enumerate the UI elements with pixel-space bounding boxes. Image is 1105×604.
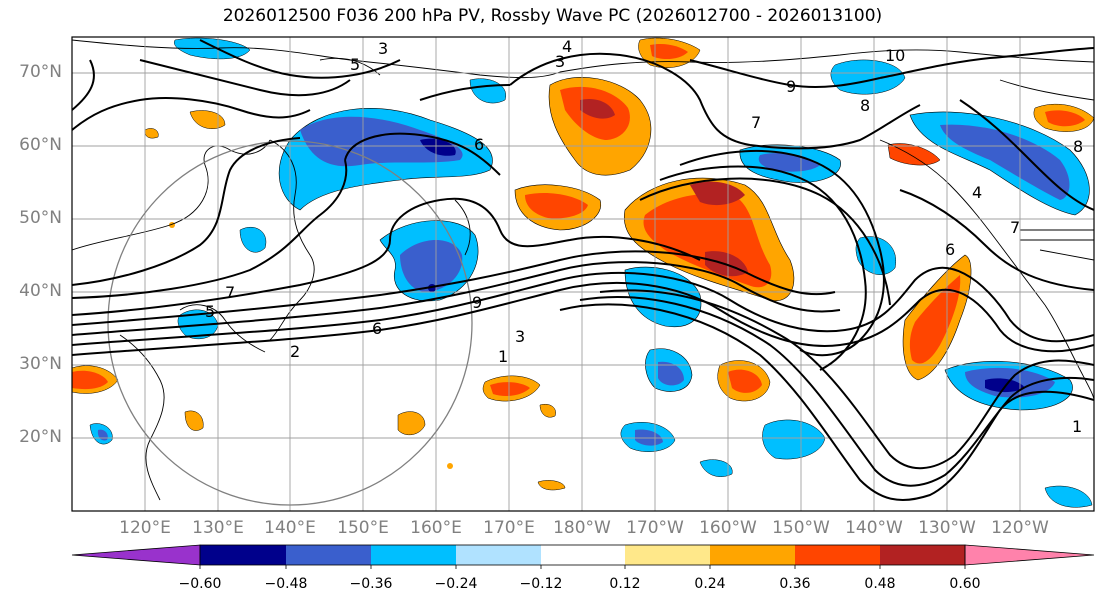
lat-label-50n: 50°N (19, 208, 62, 228)
colorbar-tick-label: 0.60 (949, 576, 981, 592)
lon-label-120w: 120°W (991, 518, 1049, 538)
lon-label-160w: 160°W (699, 518, 757, 538)
map-title: 2026012500 F036 200 hPa PV, Rossby Wave … (222, 6, 883, 26)
contour-label: 9 (786, 77, 796, 96)
colorbar-swatch-1 (200, 545, 286, 565)
contour-label: 3 (555, 52, 565, 71)
lon-label-140w: 140°W (845, 518, 903, 538)
colorbar-swatch-5 (541, 545, 625, 565)
contour-label: 6 (372, 319, 382, 338)
colorbar-swatch-7 (710, 545, 795, 565)
lat-label-70n: 70°N (19, 62, 62, 82)
lon-label-130e: 130°E (192, 518, 244, 538)
contour-label: 1 (1072, 417, 1082, 436)
contour-label: 5 (205, 302, 215, 321)
pv-blob-170w (624, 266, 702, 328)
colorbar-swatch-8 (795, 545, 880, 565)
contour-label: 7 (225, 283, 235, 302)
coastlines (72, 39, 1094, 501)
contour-label: 4 (972, 183, 982, 202)
lat-label-60n: 60°N (19, 135, 62, 155)
contour-label: 2 (290, 342, 300, 361)
contour-label: 8 (1073, 137, 1083, 156)
lon-label-130w: 130°W (918, 518, 976, 538)
contour-label: 6 (945, 240, 955, 259)
colorbar-swatch-9 (880, 545, 965, 565)
contour-label: 3 (515, 327, 525, 346)
pv-negative-anomalies (89, 37, 1093, 508)
lon-label-150w: 150°W (772, 518, 830, 538)
contour-label: 4 (562, 37, 572, 56)
colorbar-swatch-10 (964, 544, 1095, 566)
colorbar-tick-label: 0.12 (609, 576, 641, 592)
contour-label: 5 (350, 55, 360, 74)
pv-contours (72, 39, 1094, 501)
lon-label-170e: 170°E (483, 518, 535, 538)
contour-label: 6 (474, 135, 484, 154)
contour-label: 1 (498, 347, 508, 366)
colorbar-swatch-6 (625, 545, 710, 565)
lat-label-40n: 40°N (19, 281, 62, 301)
lat-label-20n: 20°N (19, 427, 62, 447)
colorbar-swatch-3 (371, 545, 456, 565)
colorbar-tick-label: 0.36 (779, 576, 811, 592)
colorbar-tick-label: −0.60 (178, 576, 222, 592)
contour-label: 7 (1010, 218, 1020, 237)
plot-frame (71, 36, 1095, 512)
colorbar-tick-label: −0.48 (264, 576, 308, 592)
colorbar-tick-label: 0.24 (694, 576, 726, 592)
lon-label-140e: 140°E (264, 518, 316, 538)
colorbar-tick-label: −0.12 (519, 576, 563, 592)
lon-label-150e: 150°E (337, 518, 389, 538)
colorbar-swatch-4 (456, 545, 541, 565)
colorbar-tick-label: −0.24 (434, 576, 478, 592)
lon-label-120e: 120°E (119, 518, 171, 538)
contour-labels: 3 4 3 5 6 10 9 8 7 9 7 6 5 2 1 3 8 7 6 4… (205, 37, 1083, 436)
pv-positive-anomalies (72, 37, 1094, 491)
lon-label-180w: 180°W (553, 518, 611, 538)
colorbar-swatch-2 (286, 545, 371, 565)
lon-label-160e: 160°E (410, 518, 462, 538)
colorbar-tick-label: −0.36 (349, 576, 393, 592)
colorbar-tick-label: 0.48 (864, 576, 896, 592)
lat-label-30n: 30°N (19, 354, 62, 374)
contour-label: 10 (885, 46, 905, 65)
contour-label: 9 (472, 293, 482, 312)
contour-label: 3 (378, 39, 388, 58)
colorbar-swatch-0 (71, 544, 201, 566)
contour-label: 8 (860, 96, 870, 115)
contour-label: 7 (751, 113, 761, 132)
colorbar (71, 544, 1095, 569)
gridlines (72, 37, 1094, 511)
lon-label-170w: 170°W (626, 518, 684, 538)
